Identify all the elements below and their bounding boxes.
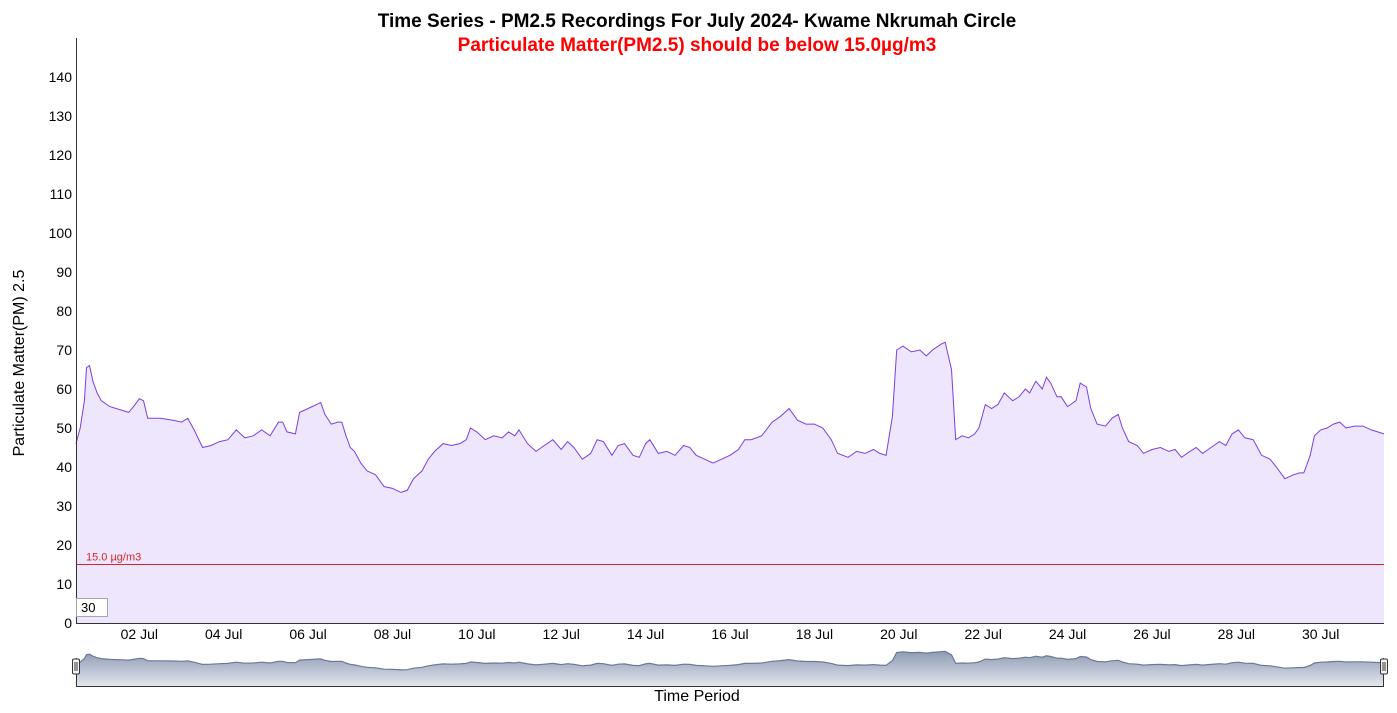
y-tick-label: 50 — [56, 420, 72, 436]
x-tick-label: 12 Jul — [543, 626, 580, 642]
y-axis-tick-labels: 0 10 20 30 40 50 60 70 80 90 100 110 120 130 140 — [49, 69, 73, 631]
series-area-layer — [75, 341, 1385, 623]
threshold-layer: 15.0 µg/m3 — [76, 552, 1384, 565]
x-tick-label: 02 Jul — [121, 626, 158, 642]
series-line — [75, 341, 1385, 493]
x-tick-label: 10 Jul — [458, 626, 495, 642]
x-tick-label: 08 Jul — [374, 626, 411, 642]
x-tick-label: 28 Jul — [1218, 626, 1255, 642]
x-tick-label: 14 Jul — [627, 626, 664, 642]
range-period-input[interactable]: 30 — [76, 598, 108, 617]
y-tick-label: 90 — [56, 264, 72, 280]
y-tick-label: 70 — [56, 342, 72, 358]
y-tick-label: 10 — [56, 576, 72, 592]
y-tick-label: 120 — [49, 147, 73, 163]
axes — [76, 38, 1384, 624]
y-tick-label: 80 — [56, 303, 72, 319]
threshold-label: 15.0 µg/m3 — [86, 552, 141, 564]
x-tick-label: 16 Jul — [711, 626, 748, 642]
y-tick-label: 130 — [49, 108, 73, 124]
chart-title: Time Series - PM2.5 Recordings For July … — [378, 11, 1017, 32]
y-tick-label: 20 — [56, 537, 72, 553]
y-tick-label: 0 — [64, 615, 72, 631]
y-axis-title: Particulate Matter(PM) 2.5 — [11, 270, 28, 457]
series-area-fill — [76, 342, 1384, 623]
y-tick-label: 100 — [49, 225, 73, 241]
x-tick-label: 18 Jul — [796, 626, 833, 642]
y-tick-label: 30 — [56, 498, 72, 514]
x-tick-label: 20 Jul — [880, 626, 917, 642]
y-tick-label: 140 — [49, 69, 73, 85]
x-tick-label: 04 Jul — [205, 626, 242, 642]
x-tick-label: 22 Jul — [964, 626, 1001, 642]
range-navigator[interactable] — [72, 650, 1388, 687]
navigator-right-handle[interactable] — [1380, 658, 1388, 675]
y-tick-label: 110 — [50, 186, 73, 202]
navigator-left-handle[interactable] — [72, 658, 80, 675]
x-axis-title: Time Period — [654, 688, 740, 705]
x-tick-label: 30 Jul — [1302, 626, 1339, 642]
navigator-area — [76, 651, 1384, 686]
x-tick-label: 26 Jul — [1133, 626, 1170, 642]
y-tick-label: 40 — [56, 459, 72, 475]
y-tick-label: 60 — [56, 381, 72, 397]
x-tick-label: 06 Jul — [289, 626, 326, 642]
chart-subtitle: Particulate Matter(PM2.5) should be belo… — [458, 35, 937, 56]
navigator-line — [75, 650, 1385, 671]
plot-area: 15.0 µg/m3 — [75, 38, 1385, 624]
x-axis-tick-labels: 02 Jul 04 Jul 06 Jul 08 Jul 10 Jul 12 Jul 14 J… — [121, 626, 1340, 642]
x-tick-label: 24 Jul — [1049, 626, 1086, 642]
